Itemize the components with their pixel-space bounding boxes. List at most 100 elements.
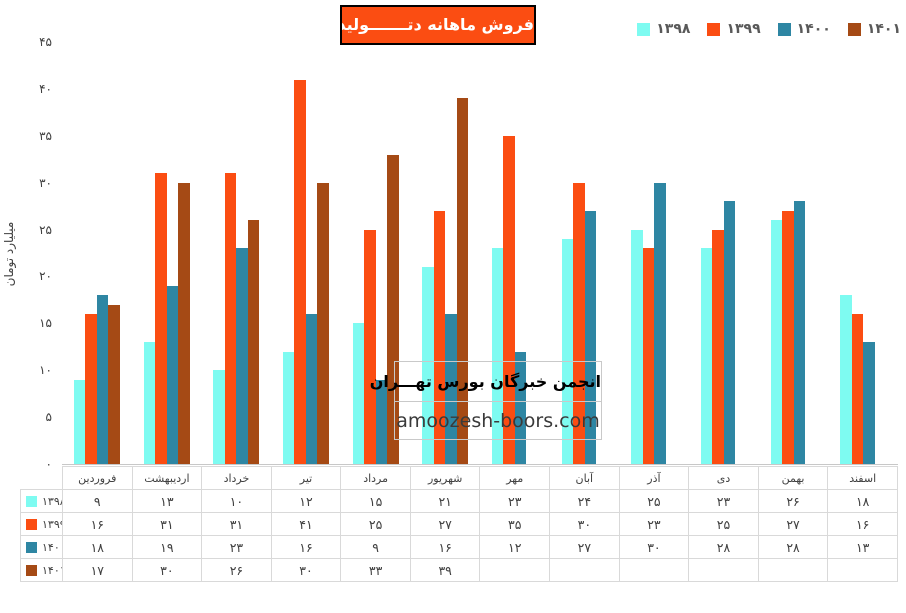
table-header-month-8: آبان: [549, 466, 620, 490]
bar-1401-month-1: [108, 304, 120, 464]
data-table: فروردین اردیبهشت خرداد تیر مرداد شهریور مهر آبا…: [20, 466, 898, 582]
bar-1399-month-10: [712, 229, 724, 464]
table-cell-1399-month-6: ۲۷: [409, 512, 481, 536]
bar-1400-month-10: [723, 201, 736, 464]
bar-1401-month-2: [178, 182, 190, 464]
table-cell-1398-month-8: ۲۴: [549, 489, 620, 513]
table-header-month-4: تیر: [270, 466, 342, 490]
table-row-1401: ۱۴۰۱۱۷۳۰۲۶۳۰۳۳۳۹: [20, 558, 898, 582]
table-row-label-inner: ۱۳۹۹: [22, 517, 62, 531]
bar-1400-month-5: [375, 379, 387, 464]
x-axis-line: [62, 464, 898, 465]
bar-1398-month-6: [422, 267, 434, 464]
table-cell-1400-month-12: ۱۳: [827, 535, 898, 559]
bar-1400-month-6: [445, 314, 457, 464]
bar-1398-month-11: [770, 220, 782, 464]
table-cell-1398-month-3: ۱۰: [201, 489, 272, 513]
table-cell-1399-month-4: ۴۱: [270, 512, 342, 536]
y-tick-40: ۴۰: [39, 81, 52, 96]
bar-1399-month-5: [364, 229, 376, 464]
bar-1401-month-3: [247, 220, 260, 464]
table-cell-1398-month-5: ۱۵: [340, 489, 411, 513]
bar-1400-month-4: [305, 314, 318, 464]
plot-area: [62, 42, 898, 464]
table-cell-1401-month-10: [688, 558, 759, 582]
bar-1400-month-1: [96, 295, 109, 464]
bar-1400-month-2: [166, 285, 178, 464]
table-cell-1399-month-5: ۲۵: [340, 512, 411, 536]
table-year-label: ۱۳۹۸: [42, 494, 62, 508]
bar-1400-month-11: [793, 201, 805, 464]
bar-1400-month-9: [654, 182, 666, 464]
bar-1398-month-1: [73, 379, 86, 464]
table-header-month-2: اردیبهشت: [131, 466, 203, 490]
table-header-month-10: دی: [688, 466, 759, 490]
bar-1400-month-3: [236, 248, 248, 464]
table-cell-1401-month-11: [757, 558, 829, 582]
table-cell-1401-month-9: [618, 558, 690, 582]
y-axis-title: میلیارد تومان: [2, 221, 16, 287]
table-cell-1400-month-1: ۱۸: [62, 535, 133, 559]
table-row-label-inner: ۱۴۰۰: [22, 540, 62, 554]
legend-item-1398: ۱۳۹۸: [637, 21, 690, 37]
bar-1399-month-3: [224, 173, 237, 464]
table-cell-1398-month-7: ۲۳: [479, 489, 551, 513]
table-row-label-1398: ۱۳۹۸: [20, 489, 63, 513]
table-swatch-1399-icon: [26, 518, 37, 530]
bar-1398-month-8: [561, 238, 573, 464]
y-tick-15: ۱۵: [39, 316, 52, 331]
table-swatch-1400-icon: [26, 541, 37, 553]
table-row-label-inner: ۱۳۹۸: [22, 494, 62, 508]
y-tick-20: ۲۰: [39, 269, 52, 284]
bar-1398-month-5: [352, 323, 364, 464]
table-cell-1400-month-9: ۳۰: [618, 535, 690, 559]
table-cell-1400-month-6: ۱۶: [409, 535, 481, 559]
bar-1400-month-12: [863, 342, 875, 464]
table-cell-1400-month-5: ۹: [340, 535, 411, 559]
watermark-association-text: انجمن خبرگان بورس تهـــران: [369, 372, 601, 391]
table-cell-1398-month-1: ۹: [62, 489, 133, 513]
bar-1399-month-7: [503, 135, 515, 464]
table-cell-1400-month-11: ۲۸: [757, 535, 829, 559]
table-year-label: ۱۳۹۹: [42, 517, 62, 531]
y-tick-10: ۱۰: [39, 363, 52, 378]
table-cell-1399-month-12: ۱۶: [827, 512, 898, 536]
y-tick-5: ۵: [45, 410, 52, 425]
table-cell-1399-month-3: ۳۱: [201, 512, 272, 536]
y-tick-35: ۳۵: [39, 128, 52, 143]
table-row-label-1399: ۱۳۹۹: [20, 512, 63, 536]
table-header-row: فروردین اردیبهشت خرداد تیر مرداد شهریور مهر آبا…: [21, 466, 898, 490]
legend-label-1401: ۱۴۰۱: [866, 21, 901, 37]
bar-1401-month-6: [456, 98, 469, 464]
table-cell-1398-month-6: ۲۱: [409, 489, 481, 513]
y-tick-45: ۴۵: [39, 35, 52, 49]
bar-1399-month-9: [642, 248, 655, 464]
bar-1399-month-4: [294, 79, 306, 464]
bar-1398-month-2: [143, 342, 155, 464]
legend-label-1399: ۱۳۹۹: [726, 21, 761, 37]
bar-1399-month-11: [782, 210, 794, 464]
table-cell-1398-month-9: ۲۵: [618, 489, 690, 513]
table-cell-1398-month-2: ۱۳: [131, 489, 203, 513]
table-header-month-3: خرداد: [201, 466, 272, 490]
bar-1399-month-2: [155, 173, 167, 464]
table-cell-1398-month-4: ۱۲: [270, 489, 342, 513]
y-tick-30: ۳۰: [39, 175, 52, 190]
bar-1398-month-12: [840, 295, 852, 464]
table-corner-blank: [21, 467, 63, 490]
table-row-label-1401: ۱۴۰۱: [20, 558, 63, 582]
table-cell-1398-month-12: ۱۸: [827, 489, 898, 513]
chart-title-text: فروش ماهانه دتـــــــولید: [340, 15, 534, 34]
table-year-label: ۱۴۰۰: [42, 540, 62, 554]
table-year-label: ۱۴۰۱: [42, 563, 62, 577]
table-cell-1399-month-10: ۲۵: [688, 512, 759, 536]
bar-1401-month-4: [317, 182, 329, 464]
table-header-month-5: مرداد: [340, 466, 411, 490]
legend-item-1399: ۱۳۹۹: [707, 21, 761, 37]
bar-1400-month-7: [514, 351, 527, 464]
legend-swatch-1400-icon: [777, 22, 791, 36]
table-row-1398: ۱۳۹۸۹۱۳۱۰۱۲۱۵۲۱۲۳۲۴۲۵۲۳۲۶۱۸: [20, 489, 898, 513]
table-cell-1400-month-10: ۲۸: [688, 535, 759, 559]
bar-1398-month-3: [213, 370, 225, 464]
